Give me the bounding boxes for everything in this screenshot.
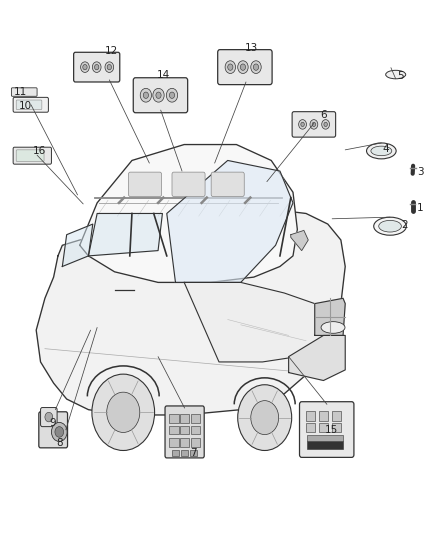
FancyBboxPatch shape xyxy=(74,52,120,82)
Bar xyxy=(180,438,189,447)
Polygon shape xyxy=(315,298,345,335)
Text: 6: 6 xyxy=(320,110,327,120)
Circle shape xyxy=(107,392,140,432)
FancyBboxPatch shape xyxy=(13,98,48,112)
FancyBboxPatch shape xyxy=(11,88,37,96)
Bar xyxy=(332,423,341,432)
FancyBboxPatch shape xyxy=(13,147,51,164)
Circle shape xyxy=(253,64,258,70)
Polygon shape xyxy=(184,282,341,362)
Bar xyxy=(180,415,189,423)
FancyBboxPatch shape xyxy=(165,406,204,458)
FancyBboxPatch shape xyxy=(128,172,162,197)
FancyBboxPatch shape xyxy=(41,408,57,426)
Text: 16: 16 xyxy=(33,146,46,156)
Bar xyxy=(191,415,200,423)
Bar xyxy=(180,425,189,434)
Polygon shape xyxy=(62,224,93,266)
Ellipse shape xyxy=(386,70,406,79)
Text: 3: 3 xyxy=(417,167,424,177)
Circle shape xyxy=(153,88,164,102)
FancyBboxPatch shape xyxy=(218,50,272,85)
Circle shape xyxy=(312,122,316,126)
Text: 2: 2 xyxy=(402,220,408,230)
FancyBboxPatch shape xyxy=(211,172,244,197)
Circle shape xyxy=(225,61,236,74)
Circle shape xyxy=(143,92,148,99)
Text: 14: 14 xyxy=(157,70,170,79)
Bar xyxy=(169,415,179,423)
Circle shape xyxy=(81,62,89,72)
Circle shape xyxy=(92,62,101,72)
Circle shape xyxy=(107,64,112,70)
Bar xyxy=(319,423,328,432)
Bar xyxy=(307,435,343,441)
Circle shape xyxy=(83,64,87,70)
Bar xyxy=(191,425,200,434)
Circle shape xyxy=(105,62,114,72)
Polygon shape xyxy=(167,160,293,282)
Text: 11: 11 xyxy=(14,86,27,96)
Circle shape xyxy=(228,64,233,70)
Bar xyxy=(191,438,200,447)
Circle shape xyxy=(310,119,318,129)
Circle shape xyxy=(92,374,155,450)
Circle shape xyxy=(240,64,246,70)
Polygon shape xyxy=(291,230,308,251)
Text: 8: 8 xyxy=(57,438,63,448)
Text: 1: 1 xyxy=(417,203,424,213)
Circle shape xyxy=(95,64,99,70)
Bar xyxy=(306,411,315,421)
Circle shape xyxy=(45,413,53,422)
Bar xyxy=(319,411,328,421)
FancyBboxPatch shape xyxy=(16,100,42,110)
Circle shape xyxy=(166,88,178,102)
Bar xyxy=(169,438,179,447)
Circle shape xyxy=(156,92,161,99)
Circle shape xyxy=(299,119,307,129)
Text: 10: 10 xyxy=(19,101,32,111)
FancyBboxPatch shape xyxy=(16,150,44,161)
Text: 12: 12 xyxy=(104,46,118,56)
Ellipse shape xyxy=(321,321,345,333)
Bar xyxy=(190,450,197,456)
Bar xyxy=(332,411,341,421)
Ellipse shape xyxy=(374,217,406,235)
Circle shape xyxy=(55,426,64,437)
Circle shape xyxy=(301,122,304,126)
Circle shape xyxy=(251,61,261,74)
Circle shape xyxy=(170,92,175,99)
Text: 5: 5 xyxy=(398,70,404,80)
Circle shape xyxy=(238,61,248,74)
Polygon shape xyxy=(36,208,345,415)
Text: 7: 7 xyxy=(191,448,197,458)
Circle shape xyxy=(324,122,327,126)
Ellipse shape xyxy=(371,146,392,156)
FancyBboxPatch shape xyxy=(39,412,67,448)
FancyBboxPatch shape xyxy=(300,402,354,457)
Circle shape xyxy=(322,119,329,129)
Circle shape xyxy=(238,385,292,450)
FancyBboxPatch shape xyxy=(292,112,336,137)
Polygon shape xyxy=(88,214,162,256)
Circle shape xyxy=(140,88,152,102)
Bar xyxy=(306,423,315,432)
Bar xyxy=(169,425,179,434)
Text: 15: 15 xyxy=(325,425,338,435)
Text: 4: 4 xyxy=(382,144,389,154)
Polygon shape xyxy=(80,144,297,282)
Bar xyxy=(307,441,343,449)
Circle shape xyxy=(251,401,279,434)
Bar xyxy=(181,450,188,456)
Text: 9: 9 xyxy=(49,418,56,428)
Bar xyxy=(172,450,179,456)
Ellipse shape xyxy=(379,220,401,232)
Circle shape xyxy=(51,422,67,441)
FancyBboxPatch shape xyxy=(133,78,187,113)
Ellipse shape xyxy=(367,143,396,159)
Text: 13: 13 xyxy=(244,43,258,53)
Polygon shape xyxy=(289,335,345,381)
FancyBboxPatch shape xyxy=(172,172,205,197)
